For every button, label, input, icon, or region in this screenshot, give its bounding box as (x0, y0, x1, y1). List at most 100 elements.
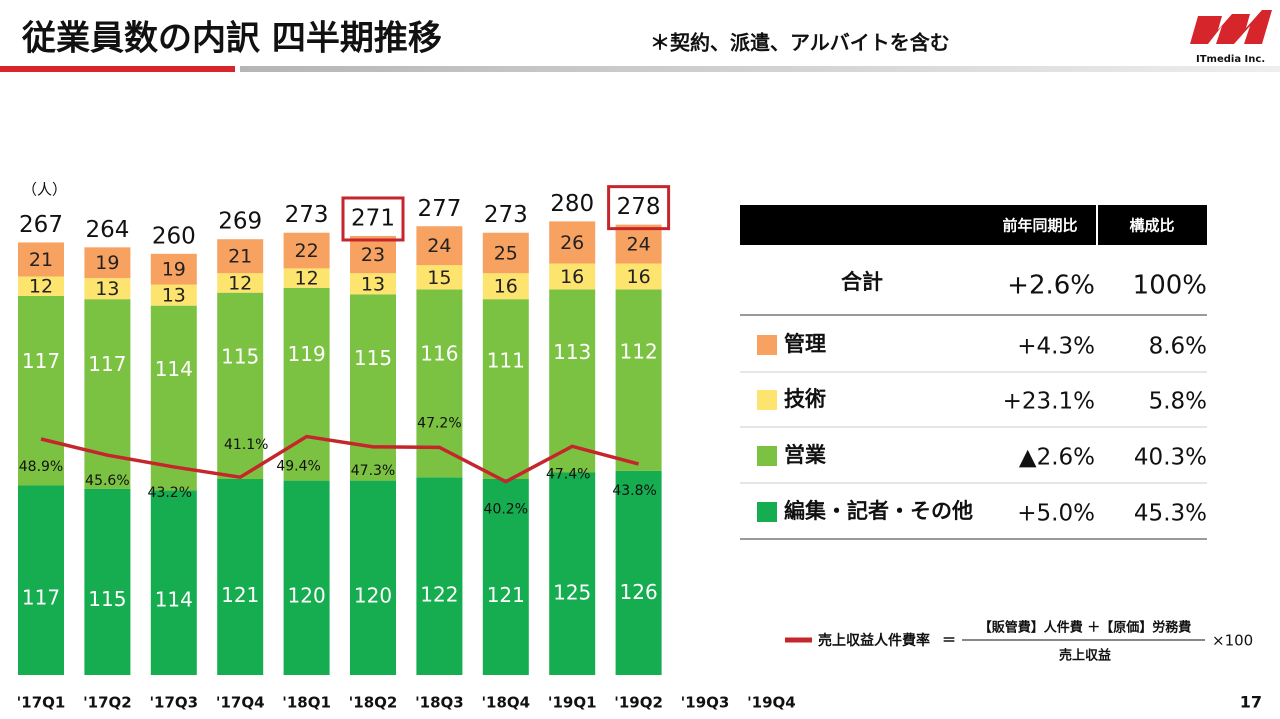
bar-value-label: 120 (354, 584, 392, 608)
bar-value-label: 115 (354, 346, 392, 370)
formula-equals: ＝ (942, 633, 956, 649)
ratio-label: 40.2% (484, 502, 528, 518)
ratio-label: 47.3% (351, 463, 395, 479)
table-total-yoy: +2.6% (1007, 271, 1095, 301)
bar-value-label: 12 (295, 268, 319, 290)
x-tick-label: '19Q1 (548, 694, 597, 712)
bar-segment (150, 305, 197, 491)
total-label: 273 (484, 202, 528, 228)
bar-value-label: 12 (228, 272, 252, 294)
bar-value-label: 22 (295, 240, 319, 262)
formula-numerator: 【販管費】人件費 ＋【原価】労務費 (979, 620, 1192, 636)
table-row-label: 営業 (784, 443, 827, 467)
x-tick-label: '17Q1 (17, 694, 66, 712)
ratio-label: 45.6% (85, 473, 129, 489)
total-label: 260 (152, 223, 196, 249)
bar-segment (84, 247, 131, 279)
bar-segment (482, 232, 529, 274)
x-tick-label: '17Q4 (216, 694, 265, 712)
bar-value-label: 117 (22, 586, 60, 610)
table-total-share: 100% (1133, 271, 1207, 301)
ratio-label: 49.4% (276, 459, 320, 475)
x-tick-label: '19Q4 (747, 694, 796, 712)
bar-segment (150, 253, 197, 285)
table-share: 5.8% (1149, 389, 1207, 415)
ratio-label: 41.1% (224, 437, 268, 453)
bar-value-label: 24 (427, 235, 451, 257)
bar-value-label: 26 (560, 232, 584, 254)
bar-value-label: 16 (627, 266, 651, 288)
bar-segment (416, 477, 463, 675)
x-tick-label: '18Q4 (481, 694, 530, 712)
bar-segment (482, 478, 529, 675)
page-number: 17 (1240, 693, 1262, 712)
table-header (740, 205, 1207, 245)
bar-segment (150, 284, 197, 306)
bar-value-label: 19 (95, 252, 119, 274)
bar-segment (150, 490, 197, 675)
bar-segment (18, 485, 64, 675)
formula-factor: ×100 (1212, 632, 1253, 650)
bar-value-label: 13 (361, 273, 385, 295)
total-label: 269 (218, 209, 262, 235)
bar-segment (283, 232, 330, 269)
table-yoy: +5.0% (1017, 501, 1095, 527)
table-header-cell: 前年同期比 (1002, 217, 1077, 235)
total-label: 273 (285, 202, 329, 228)
ratio-line (40, 434, 640, 484)
bar-segment (84, 488, 131, 675)
bar-value-label: 113 (553, 340, 591, 364)
bar-segment (549, 289, 596, 473)
bar-value-label: 115 (221, 344, 259, 368)
bar-value-label: 13 (95, 278, 119, 300)
total-label: 264 (85, 217, 129, 243)
unit-label: （人） (22, 181, 67, 199)
bar-value-label: 21 (29, 249, 53, 271)
bar-segment (350, 294, 396, 481)
formula-denominator: 売上収益 (1059, 648, 1111, 664)
total-label: 271 (351, 205, 395, 231)
x-tick-label: '19Q2 (614, 694, 663, 712)
bar-segment (18, 295, 64, 486)
formula: 売上収益人件費率 ＝ 【販管費】人件費 ＋【原価】労務費 売上収益 ×100 (785, 620, 1253, 664)
ratio-label: 47.2% (417, 415, 461, 431)
bar-value-label: 117 (88, 352, 126, 376)
title-bar-red (0, 66, 235, 72)
bar-value-label: 114 (155, 588, 193, 612)
x-tick-label: '17Q3 (149, 694, 198, 712)
bar-value-label: 19 (162, 259, 186, 281)
line-legend-label: 売上収益人件費率 (818, 632, 930, 649)
legend-swatch (757, 502, 777, 522)
bar-segment (18, 242, 64, 277)
highlight-box (607, 185, 671, 231)
table-yoy: +23.1% (1003, 389, 1095, 415)
table-yoy: +4.3% (1017, 334, 1095, 360)
bar-value-label: 119 (288, 342, 326, 366)
bar-segment (84, 299, 131, 489)
bar-value-label: 15 (427, 267, 451, 289)
bar-value-label: 121 (487, 583, 525, 607)
title-bar-grey (240, 66, 1280, 72)
ratio-label: 47.4% (546, 466, 590, 482)
bar-value-label: 114 (155, 357, 193, 381)
bar-segment (615, 470, 662, 675)
bar-value-label: 16 (494, 276, 518, 298)
highlight-box (341, 196, 405, 242)
table-share: 8.6% (1149, 334, 1207, 360)
bar-value-label: 25 (494, 242, 518, 264)
bar-segment (615, 289, 662, 471)
bar-segment (84, 278, 131, 300)
bar-segment (482, 273, 529, 300)
bar-value-label: 21 (228, 246, 252, 268)
table-row-label: 管理 (784, 332, 826, 356)
bar-value-label: 116 (420, 342, 458, 366)
title: 従業員数の内訳 四半期推移 (21, 19, 442, 59)
ratio-label: 48.9% (19, 459, 63, 475)
bar-segment (350, 235, 396, 274)
table-yoy: ▲2.6% (1019, 445, 1095, 471)
bar-value-label: 125 (553, 581, 591, 605)
bar-segment (549, 263, 596, 290)
bar-segment (217, 239, 264, 274)
bar-segment (350, 273, 396, 295)
bar-segment (283, 480, 330, 675)
